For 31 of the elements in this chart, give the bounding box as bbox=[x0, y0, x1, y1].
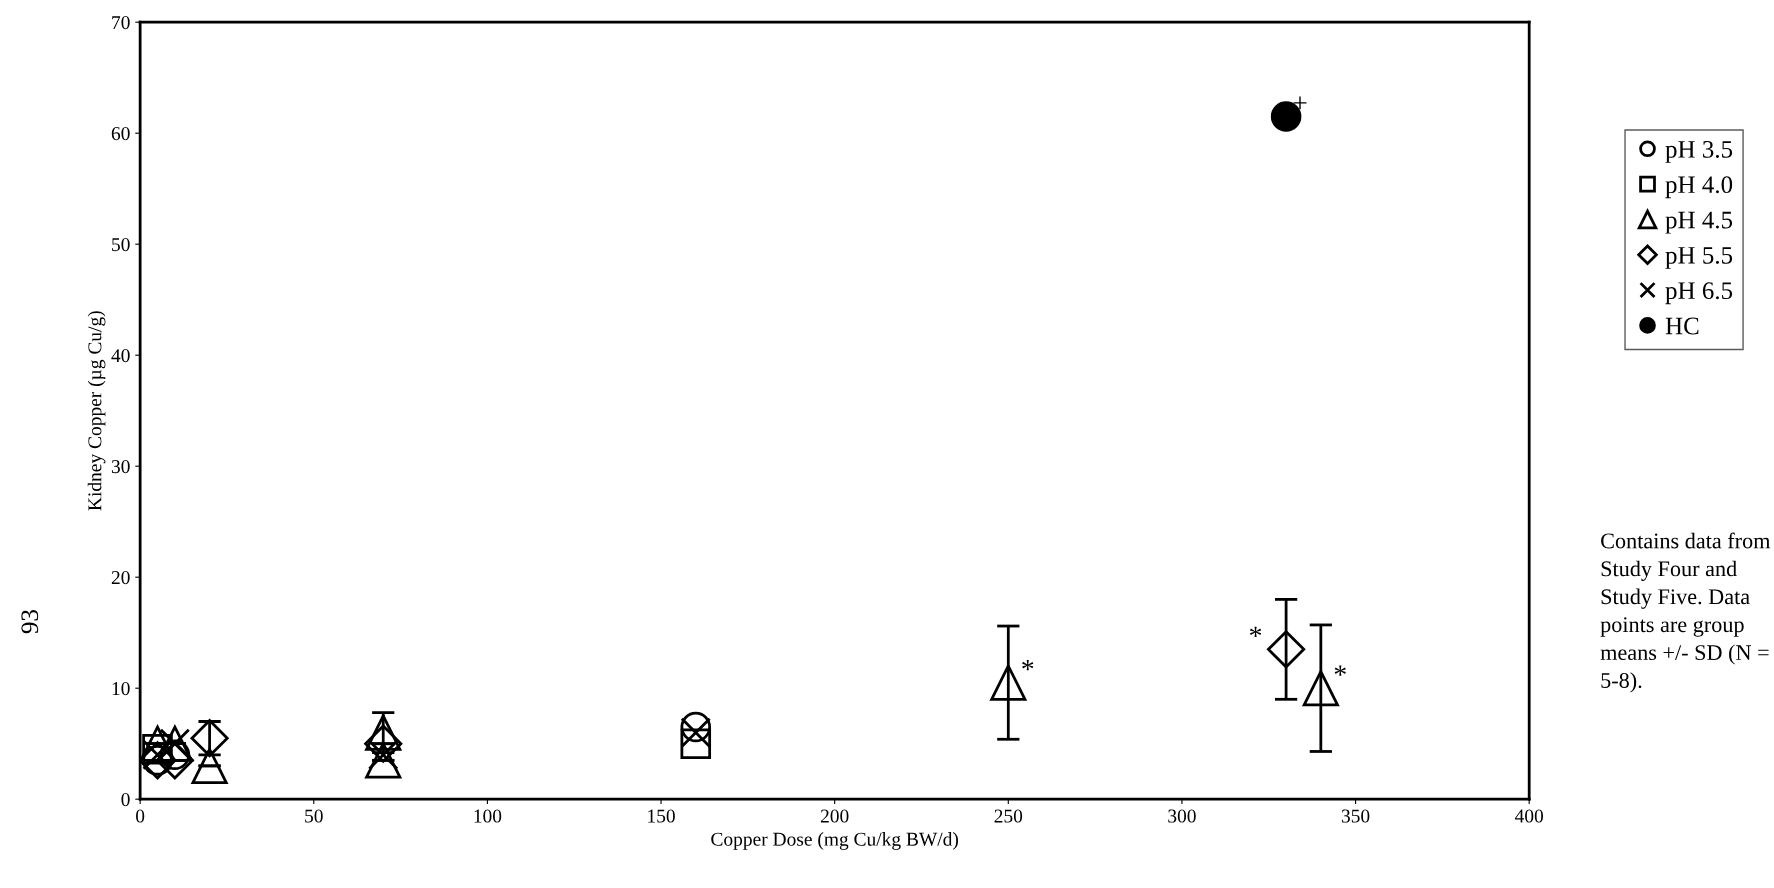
x-tick-label: 150 bbox=[648, 809, 675, 823]
annotation: * bbox=[1249, 626, 1262, 637]
legend-label: pH 5.5 bbox=[1665, 247, 1733, 269]
y-tick-label: 0 bbox=[121, 793, 130, 807]
y-tick-label: 40 bbox=[111, 349, 130, 363]
x-tick-label: 100 bbox=[474, 809, 502, 823]
y-axis-title: Kidney Copper (µg Cu/g) bbox=[87, 311, 106, 511]
x-tick-label: 350 bbox=[1341, 809, 1370, 823]
y-tick-label: 50 bbox=[112, 238, 130, 252]
x-axis-title: Copper Dose (mg Cu/kg BW/d) bbox=[711, 832, 959, 850]
x-tick-label: 0 bbox=[136, 809, 145, 823]
annotation: * bbox=[1022, 660, 1034, 671]
y-tick-label: 20 bbox=[111, 571, 130, 585]
x-tick-label: 200 bbox=[820, 809, 849, 823]
y-tick-label: 60 bbox=[111, 127, 130, 141]
legend-label: pH 3.5 bbox=[1665, 140, 1733, 163]
y-tick-label: 10 bbox=[112, 682, 130, 696]
y-tick-label: 30 bbox=[111, 460, 130, 474]
legend-label: pH 4.5 bbox=[1665, 211, 1733, 234]
annotation: + bbox=[1293, 96, 1307, 110]
x-tick-label: 400 bbox=[1514, 809, 1544, 823]
x-tick-label: 300 bbox=[1168, 809, 1196, 823]
text: Contains data from Study Four and Study Five. Data points are group means +/- SD (N = 5-8). bbox=[1600, 532, 1771, 693]
x-tick-label: 50 bbox=[305, 809, 323, 823]
x-tick-label: 250 bbox=[994, 809, 1023, 823]
legend-label: HC bbox=[1665, 317, 1699, 335]
y-tick-label: 70 bbox=[112, 16, 130, 30]
text: 93 bbox=[21, 610, 39, 634]
annotation: * bbox=[1334, 665, 1346, 676]
legend-label: pH 6.5 bbox=[1665, 282, 1733, 305]
legend-label: pH 4.0 bbox=[1665, 176, 1733, 199]
